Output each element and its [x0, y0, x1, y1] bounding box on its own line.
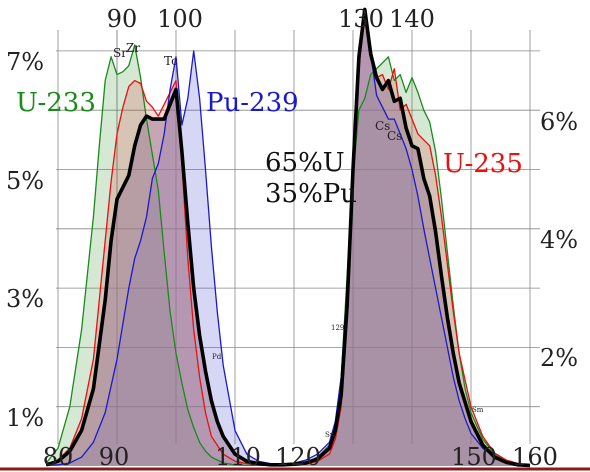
y-tick-label-right: 6%	[540, 108, 578, 136]
annotation-pd: Pd	[212, 353, 222, 361]
annotation-zr: Zr	[126, 41, 140, 55]
x-tick-label-bottom: 90	[99, 443, 130, 471]
series-line-65-u-35-pu	[45, 7, 531, 468]
annotation-cs-1: Cs	[375, 119, 390, 133]
y-tick-label-right: 2%	[540, 344, 578, 372]
series-line-pu-239	[46, 8, 531, 467]
x-tick-label-bottom: 120	[275, 443, 321, 471]
y-tick-label-left: 5%	[6, 167, 44, 195]
annotation-sm: Sm	[472, 406, 484, 414]
x-tick-label-bottom: 160	[512, 443, 558, 471]
x-tick-label-bottom: 150	[451, 443, 497, 471]
annotation-i129: 129I	[331, 324, 347, 332]
series-label-u235: U-235	[443, 149, 523, 179]
mix-label-u: 65%U	[265, 148, 345, 178]
annotation-sn: Sn	[325, 431, 335, 439]
annotation-tc: Tc	[164, 54, 178, 68]
y-tick-label-left: 3%	[6, 285, 44, 313]
x-tick-label-top: 130	[338, 5, 384, 33]
mix-label-pu: 35%Pu	[265, 179, 357, 209]
y-tick-label-right: 4%	[540, 226, 578, 254]
x-tick-label-top: 100	[157, 5, 203, 33]
series-lines	[45, 7, 531, 468]
series-fills	[46, 9, 530, 467]
x-tick-label-top: 140	[389, 5, 435, 33]
x-tick-label-bottom: 110	[215, 443, 261, 471]
annotation-sr: Sr	[113, 46, 127, 60]
annotation-cs-2: Cs	[387, 129, 402, 143]
series-label-u233: U-233	[16, 88, 96, 118]
series-area-65-u-35-pu	[46, 9, 530, 467]
x-tick-label-top: 90	[107, 5, 138, 33]
y-tick-label-left: 7%	[6, 48, 44, 76]
series-label-pu239: Pu-239	[206, 88, 299, 118]
y-tick-label-left: 1%	[6, 404, 44, 432]
x-tick-label-bottom: 80	[43, 443, 74, 471]
